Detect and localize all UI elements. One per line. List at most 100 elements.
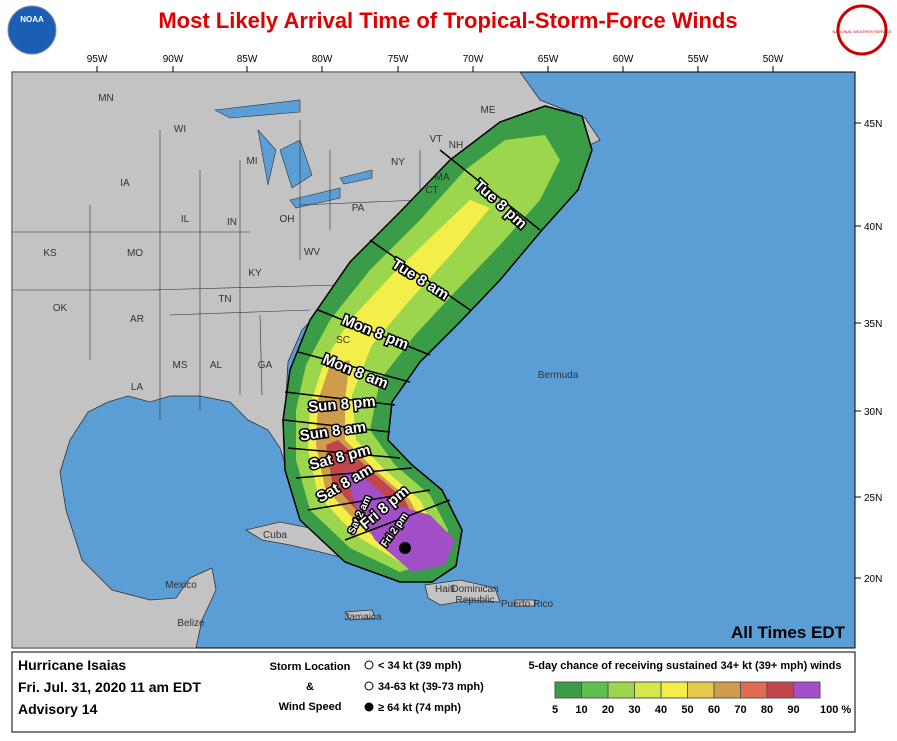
region-label: KY [248,268,262,279]
symbol-title: Storm Location [270,661,351,673]
region-label: Bermuda [538,370,579,381]
scale-swatch [554,681,582,699]
scale-swatch [713,681,741,699]
scale-label: 60 [708,704,720,716]
lat-label: 40N [864,222,882,233]
region-label: WV [304,247,320,258]
region-label: GA [258,360,273,371]
lat-label: 35N [864,319,882,330]
scale-label: 70 [734,704,746,716]
noaa-logo-text: NOAA [20,15,44,24]
region-label: Republic [456,595,495,606]
scale-swatch [740,681,768,699]
scale-label: 50 [681,704,693,716]
region-label: MO [127,248,143,259]
nws-logo-text: NATIONAL WEATHER SERVICE [833,29,892,34]
scale-label: 80 [761,704,773,716]
region-label: AR [130,314,144,325]
hispaniola [424,579,501,606]
cone-100 [345,470,455,572]
borders [12,120,421,420]
region-label: Dominican [451,584,498,595]
lat-label: 45N [864,119,882,130]
lon-label: 70W [463,54,484,65]
nws-logo [836,4,888,56]
symbol-label: < 34 kt (39 mph) [378,660,462,672]
symbol-label: ≥ 64 kt (74 mph) [378,702,461,714]
region-label: IA [120,178,130,189]
scale-swatch [793,681,821,699]
region-label: VT [430,134,443,145]
scale-swatch [634,681,662,699]
lon-label: 55W [688,54,709,65]
region-label: OH [280,214,295,225]
scale-swatch [687,681,715,699]
region-label: Puerto Rico [501,599,554,610]
region-label: Mexico [165,580,197,591]
lon-label: 50W [763,54,784,65]
symbol-ts [364,681,374,691]
region-label: Cuba [263,530,287,541]
time-boundaries [283,149,541,541]
region-label: AL [210,360,223,371]
noaa-logo [7,5,57,55]
time-note: All Times EDT [731,623,846,642]
scale-label: 5 [552,704,558,716]
lat-label: 30N [864,407,882,418]
symbol-label: 34-63 kt (39-73 mph) [378,681,484,693]
region-label: ME [481,105,496,116]
lon-label: 75W [388,54,409,65]
storm-center [399,542,411,554]
region-label: MN [98,93,114,104]
scale-swatch [607,681,635,699]
scale-swatch [581,681,609,699]
region-label: PA [352,203,365,214]
lon-label: 60W [613,54,634,65]
region-label: LA [131,382,144,393]
jamaica [344,609,376,621]
symbol-td [364,660,374,670]
title: Most Likely Arrival Time of Tropical-Sto… [158,8,737,33]
map: All Times EDT MN WI MI IA IL IN OH PA NY ME VT NH MA… [11,71,856,649]
advisory: Advisory 14 [18,701,98,717]
region-label: IN [227,217,237,228]
region-label: NY [391,157,405,168]
storm-name: Hurricane Isaias [18,657,126,673]
scale-label: 30 [628,704,640,716]
region-label: NH [449,140,463,151]
region-label: KS [43,248,57,259]
lon-label: 85W [237,54,258,65]
scale-label: 90 [787,704,799,716]
symbol-title: Wind Speed [279,701,342,713]
region-label: TN [218,294,231,305]
symbol-title: & [306,681,314,693]
lat-label: 25N [864,493,882,504]
region-label: OK [53,303,68,314]
scale-label: 10 [575,704,587,716]
region-label: CT [425,185,438,196]
region-label: IL [181,214,190,225]
region-label: SC [336,335,350,346]
region-label: MI [246,156,257,167]
region-label: Belize [177,618,205,629]
puerto-rico [514,599,536,607]
region-label: WI [174,124,186,135]
date: Fri. Jul. 31, 2020 11 am EDT [18,679,201,695]
scale-title: 5-day chance of receiving sustained 34+ … [529,660,842,672]
symbol-hu [364,702,374,712]
scale-label: 20 [602,704,614,716]
great-lakes [214,99,373,209]
lon-label: 80W [312,54,333,65]
lon-label: 95W [87,54,108,65]
lon-label: 65W [538,54,559,65]
lon-label: 90W [163,54,184,65]
scale-label: 40 [655,704,667,716]
region-label: Haiti [435,584,455,595]
region-label: MA [435,172,450,183]
region-label: MS [173,360,188,371]
lat-label: 20N [864,574,882,585]
scale-swatch [766,681,794,699]
region-label: Jamaica [344,612,382,623]
scale-swatch [660,681,688,699]
